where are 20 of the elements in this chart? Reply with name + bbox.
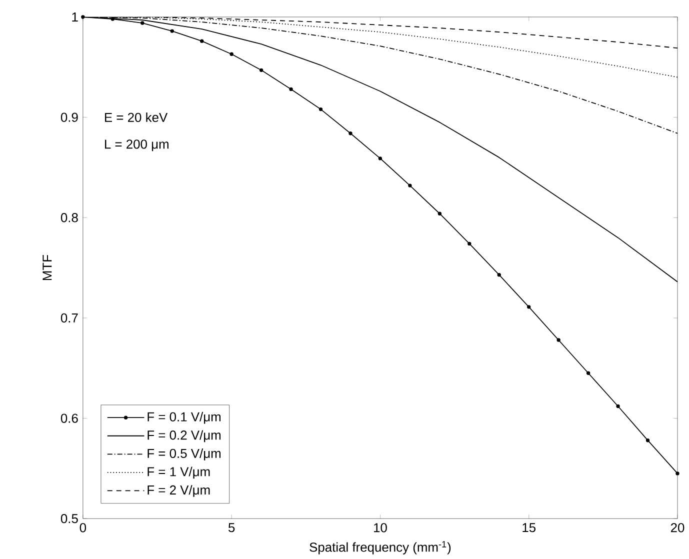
legend-label: F = 2 V/μm xyxy=(148,485,210,498)
x-tick-label: 5 xyxy=(228,523,235,532)
y-axis-title: MTF xyxy=(42,255,52,280)
x-tick-label: 15 xyxy=(522,523,536,532)
x-tick-label: 20 xyxy=(670,523,684,532)
y-tick-label: 0.7 xyxy=(60,314,78,323)
y-tick-label: 0.9 xyxy=(60,112,78,122)
annotation: L = 200 μm xyxy=(105,140,168,152)
annotation: E = 20 keV xyxy=(105,112,168,122)
y-tick-label: 0.5 xyxy=(60,514,78,524)
legend-label: F = 0.1 V/μm xyxy=(148,412,221,424)
y-tick-label: 0.6 xyxy=(60,414,78,424)
x-tick-label: 0 xyxy=(80,523,86,532)
y-tick-label: 1 xyxy=(72,12,78,22)
legend-label: F = 1 V/μm xyxy=(148,466,210,479)
x-axis-title: Spatial frequency (mm$^{-1}$) xyxy=(310,541,451,555)
legend-label: F = 0.5 V/μm xyxy=(148,448,221,461)
y-tick-label: 0.8 xyxy=(60,213,78,222)
x-tick-label: 10 xyxy=(374,523,387,532)
legend-label: F = 0.2 V/μm xyxy=(148,430,221,442)
